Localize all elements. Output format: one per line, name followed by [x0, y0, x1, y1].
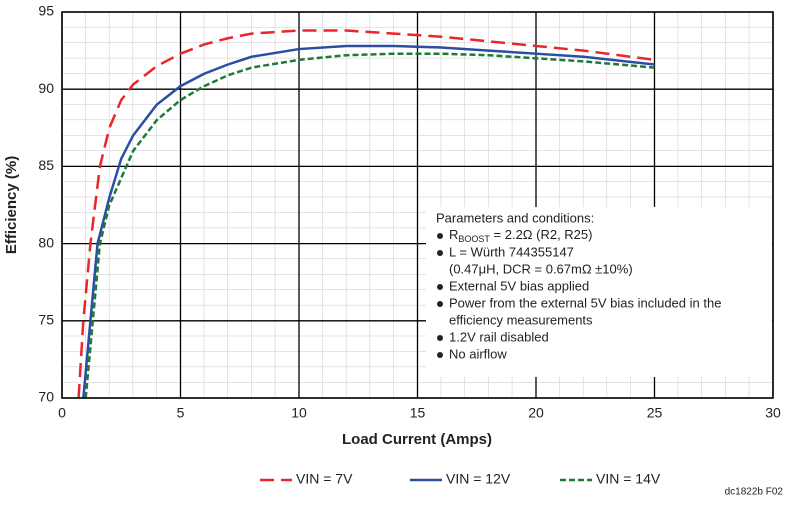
- annotation-line: (0.47μH, DCR = 0.67mΩ ±10%): [449, 261, 633, 276]
- y-tick-label: 90: [38, 80, 54, 96]
- x-tick-label: 15: [410, 405, 426, 421]
- lines: [77, 29, 655, 399]
- x-tick-label: 25: [647, 405, 663, 421]
- y-axis-title: Efficiency (%): [3, 156, 20, 254]
- x-tick-label: 5: [177, 405, 185, 421]
- annotation-subscript: BOOST: [458, 234, 490, 244]
- bullet: [437, 301, 443, 307]
- y-tick-label: 95: [38, 3, 54, 19]
- x-tick-label: 20: [528, 405, 544, 421]
- plot-frame: [61, 11, 774, 399]
- x-tick-label: 0: [58, 405, 66, 421]
- y-tick-label: 80: [38, 234, 54, 250]
- annotation-text: = 2.2Ω (R2, R25): [490, 227, 593, 242]
- annotation-line: efficiency measurements: [449, 312, 593, 327]
- legend-label: VIN = 7V: [296, 471, 353, 487]
- annotation-box: [426, 207, 772, 377]
- bullet: [437, 250, 443, 256]
- x-tick-label: 30: [765, 405, 781, 421]
- annotation-line: Power from the external 5V bias included…: [449, 295, 721, 310]
- legend-label: VIN = 12V: [446, 471, 511, 487]
- annotation-line: 1.2V rail disabled: [449, 329, 549, 344]
- series-line: [84, 52, 655, 399]
- y-tick-label: 75: [38, 312, 54, 328]
- legend-label: VIN = 14V: [596, 471, 661, 487]
- x-tick-label: 10: [291, 405, 307, 421]
- bullet: [437, 284, 443, 290]
- annotation-text: R: [449, 227, 458, 242]
- annotation-line: L = Würth 744355147: [449, 244, 574, 259]
- y-tick-label: 70: [38, 389, 54, 405]
- series-line: [77, 29, 655, 399]
- annotation-line: RBOOST = 2.2Ω (R2, R25): [449, 227, 592, 244]
- y-tick-label: 85: [38, 157, 54, 173]
- annotation-line: No airflow: [449, 346, 507, 361]
- series-line: [82, 44, 655, 399]
- legend: VIN = 7V VIN = 12V VIN = 14V: [260, 471, 661, 487]
- x-axis-title: Load Current (Amps): [342, 431, 492, 448]
- bullet: [437, 352, 443, 358]
- bullet: [437, 335, 443, 341]
- footer: dc1822b F02: [725, 487, 784, 498]
- annotation-line: External 5V bias applied: [449, 278, 589, 293]
- bullet: [437, 233, 443, 239]
- annotation: Parameters and conditions: RBOOST = 2.2Ω …: [436, 210, 721, 361]
- annotation-title: Parameters and conditions:: [436, 210, 594, 225]
